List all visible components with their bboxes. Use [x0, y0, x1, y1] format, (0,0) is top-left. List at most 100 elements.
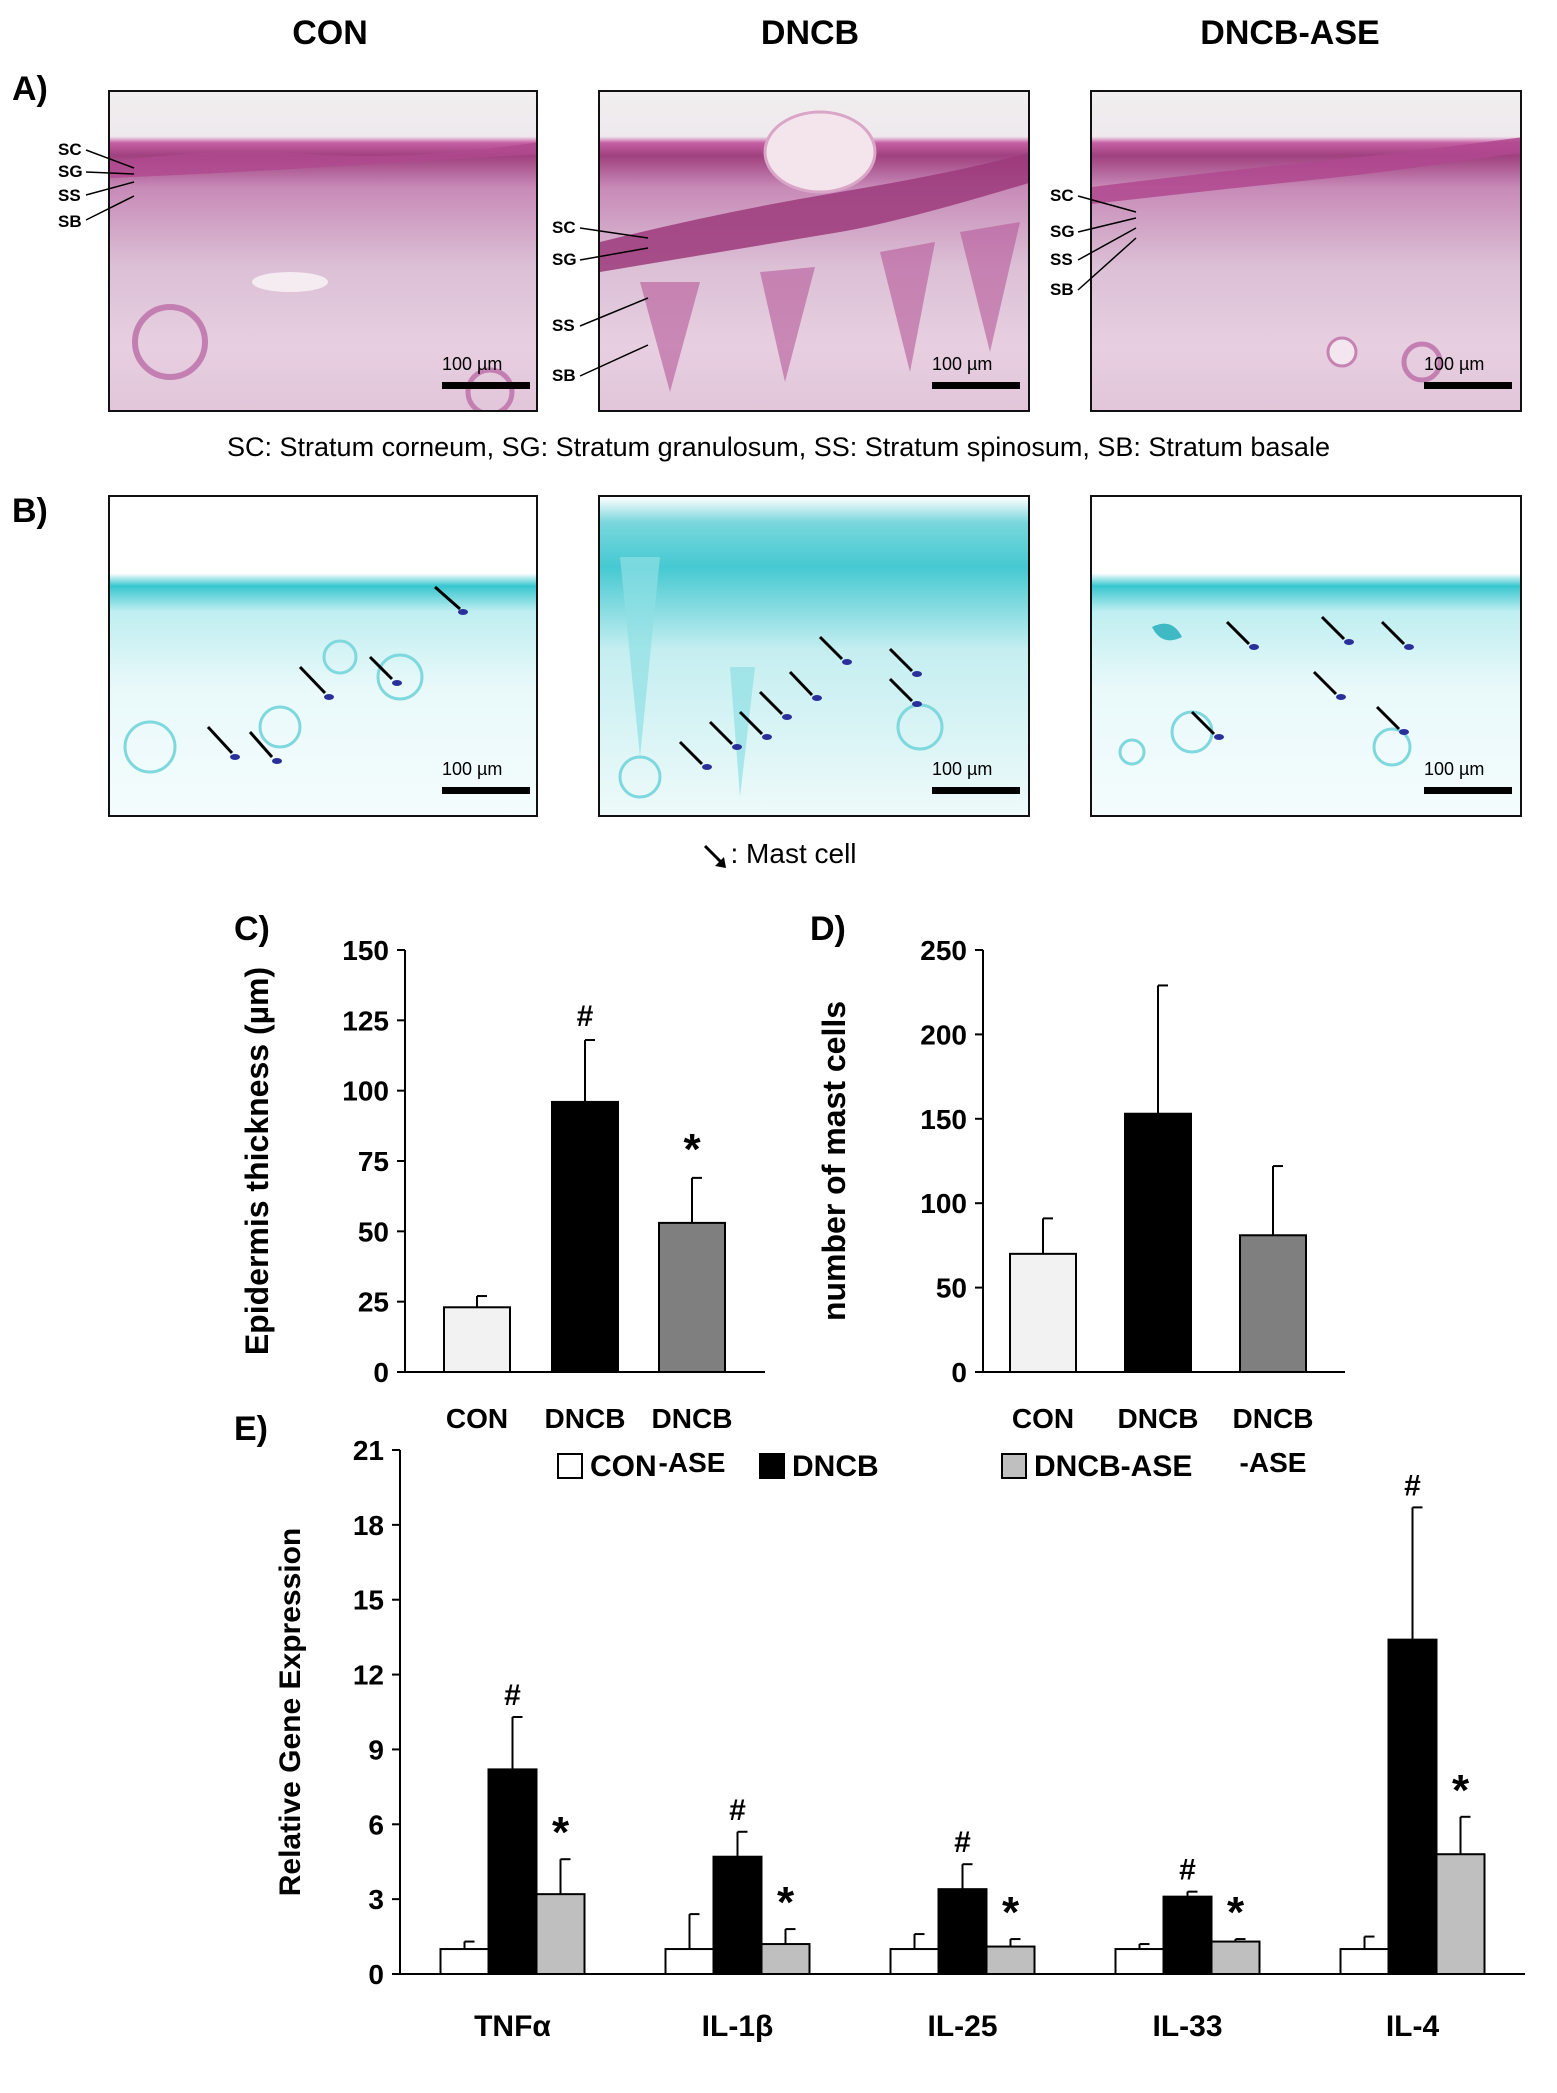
panel-b-letter: B)	[12, 492, 48, 530]
group-title-dncb: DNCB	[760, 14, 860, 52]
bar	[1162, 1895, 1213, 1975]
legend-swatch	[1001, 1453, 1027, 1479]
mast-cell-dot	[1344, 639, 1354, 645]
bar	[443, 1306, 511, 1373]
significance-mark: *	[683, 1125, 701, 1174]
ab-texture-dncb-ase	[1118, 615, 1412, 767]
y-tick-label: 200	[920, 1019, 967, 1050]
y-tick-label: 25	[358, 1287, 389, 1318]
x-tick-label: DNCB	[652, 1403, 733, 1434]
bar	[535, 1893, 586, 1975]
x-tick-label: IL-25	[927, 2010, 997, 2043]
layer-label-sc-con: SC	[58, 140, 82, 159]
bar	[439, 1948, 490, 1975]
layer-label-ss-con: SS	[58, 186, 81, 205]
mast-cell-dot	[1214, 734, 1224, 740]
bar	[760, 1943, 811, 1975]
bar	[664, 1948, 715, 1975]
layer-label-ss-dncb-ase: SS	[1050, 250, 1073, 269]
mast-cell-dot	[762, 734, 772, 740]
significance-mark: #	[1404, 1469, 1421, 1502]
significance-mark: *	[552, 1808, 570, 1857]
he-image-dncb-ase: 100 µm	[1090, 90, 1522, 412]
y-tick-label: 18	[353, 1510, 384, 1541]
y-tick-label: 3	[368, 1884, 384, 1915]
panel-a-caption: SC: Stratum corneum, SG: Stratum granulo…	[227, 432, 1330, 462]
bar	[985, 1945, 1036, 1975]
layer-label-sb-con: SB	[58, 212, 82, 231]
mast-cell-dot	[1249, 644, 1259, 650]
x-tick-label: DNCB	[1118, 1403, 1199, 1434]
x-tick-label: IL-1β	[702, 2010, 774, 2043]
mast-cell-dot	[1336, 694, 1346, 700]
scale-label-a-con: 100 µm	[442, 354, 503, 374]
y-tick-label: 100	[920, 1188, 967, 1219]
layer-label-sc-dncb: SC	[552, 218, 576, 237]
scale-bar-b-con	[442, 787, 530, 794]
he-image-con: 100 µm	[108, 90, 538, 412]
y-tick-label: 150	[342, 935, 389, 966]
y-tick-label: 125	[342, 1005, 389, 1036]
x-tick-label: DNCB	[1233, 1403, 1314, 1434]
panel-a-letter: A)	[12, 70, 48, 108]
x-tick-label: IL-33	[1152, 2010, 1222, 2043]
ab-image-con: 100 µm	[108, 495, 538, 817]
y-tick-label: 21	[353, 1435, 384, 1466]
scale-label-b-con: 100 µm	[442, 759, 503, 779]
y-tick-label: 0	[373, 1357, 389, 1388]
y-tick-label: 150	[920, 1104, 967, 1135]
bar	[1009, 1252, 1077, 1373]
bar	[658, 1221, 726, 1373]
layer-pointer-lines-con	[85, 149, 135, 221]
he-image-dncb: 100 µm	[598, 90, 1030, 412]
group-title-dncb-ase: DNCB-ASE	[1200, 14, 1380, 52]
significance-mark: *	[1452, 1766, 1470, 1815]
mast-cell-dot	[1404, 644, 1414, 650]
y-tick-label: 15	[353, 1585, 384, 1616]
scale-bar-a-dncb-ase	[1424, 382, 1512, 389]
mast-cell-dot	[912, 701, 922, 707]
layer-pointer-lines-dncb	[579, 227, 649, 377]
y-axis-title: Relative Gene Expression	[274, 1528, 307, 1897]
bar	[1114, 1948, 1165, 1975]
mast-cell-dot	[702, 764, 712, 770]
y-tick-label: 75	[358, 1146, 389, 1177]
layer-label-sg-con: SG	[58, 162, 83, 181]
he-texture-con	[110, 142, 536, 410]
significance-mark: *	[777, 1878, 795, 1927]
bar	[551, 1100, 619, 1374]
y-tick-label: 100	[342, 1076, 389, 1107]
bar	[1239, 1234, 1307, 1373]
y-tick-label: 0	[368, 1959, 384, 1990]
mast-cell-dot	[324, 694, 334, 700]
bar	[487, 1768, 538, 1976]
x-tick-label: -ASE	[1240, 1447, 1307, 1478]
mast-cell-dot	[230, 754, 240, 760]
bar	[889, 1948, 940, 1975]
layer-label-sg-dncb-ase: SG	[1050, 222, 1075, 241]
mast-cell-dot	[732, 744, 742, 750]
bar	[712, 1855, 763, 1975]
legend-label: DNCB-ASE	[1034, 1450, 1192, 1483]
panel-letter-e: E)	[234, 1410, 268, 1448]
x-tick-label: CON	[1012, 1403, 1074, 1434]
legend-swatch	[557, 1453, 583, 1479]
he-texture-dncb-ase	[1092, 137, 1520, 383]
group-title-con: CON	[292, 14, 368, 52]
layer-label-ss-dncb: SS	[552, 316, 575, 335]
bar	[1124, 1112, 1192, 1373]
panel-letter-d: D)	[810, 910, 846, 948]
y-tick-label: 12	[353, 1660, 384, 1691]
ab-image-dncb: 100 µm	[598, 495, 1030, 817]
mast-cell-dot	[842, 659, 852, 665]
scale-label-a-dncb-ase: 100 µm	[1424, 354, 1485, 374]
y-tick-label: 250	[920, 935, 967, 966]
bar	[1435, 1853, 1486, 1975]
scale-bar-a-con	[442, 382, 530, 389]
significance-mark: #	[1179, 1854, 1196, 1887]
layer-label-sb-dncb: SB	[552, 366, 576, 385]
scale-bar-b-dncb-ase	[1424, 787, 1512, 794]
bar	[1387, 1638, 1438, 1975]
y-axis-title: Epidermis thickness (µm)	[239, 967, 275, 1355]
